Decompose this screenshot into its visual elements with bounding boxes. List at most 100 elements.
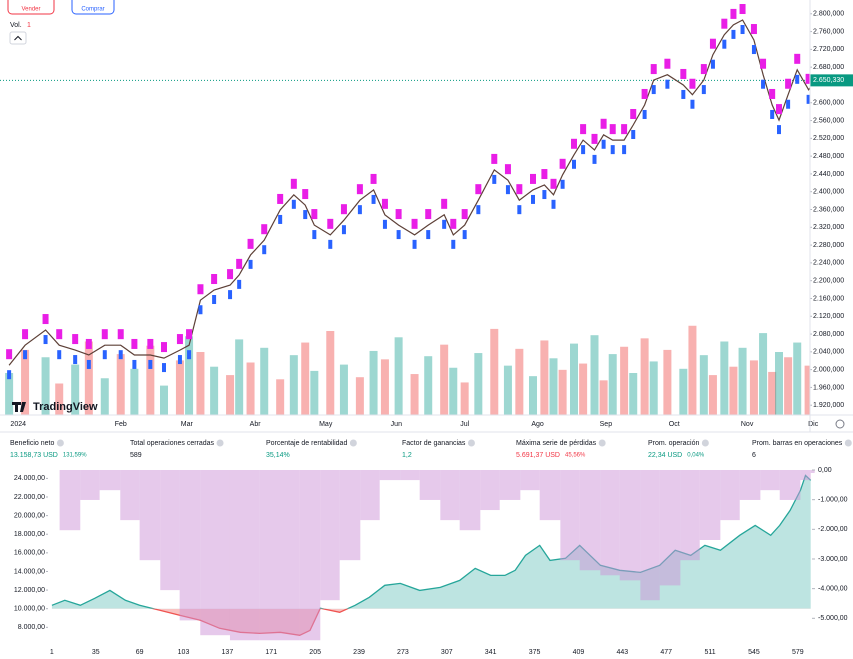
info-icon[interactable] — [598, 439, 606, 447]
buy-button-label[interactable]: Comprar — [81, 7, 104, 13]
x-tick-label: Mar — [181, 421, 194, 428]
stat-label: Total operaciones cerradas — [130, 440, 215, 447]
price-line — [8, 19, 810, 366]
sell-marker — [530, 173, 536, 184]
sell-marker — [559, 158, 566, 169]
last-price-label: 2.650,330 — [813, 77, 844, 84]
volume-bar — [768, 371, 777, 415]
buy-marker — [228, 290, 233, 300]
info-icon[interactable] — [349, 439, 357, 447]
volume-bar — [41, 357, 50, 415]
info-icon[interactable] — [216, 439, 224, 447]
stat-label: Beneficio neto — [10, 440, 54, 447]
y-tick-label: 2.800,000 — [813, 11, 844, 18]
sell-marker — [689, 78, 696, 89]
volume-bar — [608, 354, 617, 415]
volume-bar — [679, 368, 688, 415]
volume-bar — [540, 340, 549, 415]
volume-indicator-label: Vol. — [10, 22, 22, 29]
y-tick-label: 2.160,000 — [813, 295, 844, 302]
sell-marker — [186, 329, 193, 340]
buy-marker — [442, 219, 447, 229]
volume-indicator-value: 1 — [27, 22, 31, 29]
volume-bar — [640, 338, 649, 415]
y-tick-label: 2.320,000 — [813, 224, 844, 231]
sell-marker — [72, 334, 79, 345]
sell-marker — [641, 88, 648, 99]
buy-marker — [517, 205, 522, 215]
buy-marker — [451, 239, 456, 249]
y-tick-label: 2.080,000 — [813, 331, 844, 338]
drawdown-bar — [480, 470, 500, 511]
sell-marker — [311, 209, 318, 220]
info-icon[interactable] — [467, 439, 475, 447]
sell-marker — [197, 284, 204, 295]
buy-marker — [262, 245, 267, 255]
info-icon[interactable] — [56, 439, 64, 447]
volume-bar — [130, 368, 139, 415]
buy-marker — [622, 145, 627, 155]
volume-bar — [804, 365, 810, 415]
buy-marker — [462, 230, 467, 240]
stat-label: Prom. operación — [648, 440, 699, 447]
sell-button-label[interactable]: Vender — [21, 7, 40, 13]
volume-bar — [326, 331, 335, 415]
volume-bar — [21, 349, 30, 415]
y-tick-label: 2.400,000 — [813, 189, 844, 196]
volume-bar — [688, 325, 697, 415]
drawdown-bar — [339, 470, 361, 561]
sell-button[interactable] — [7, 0, 55, 15]
y-tick-label: 2.720,000 — [813, 46, 844, 53]
settings-icon[interactable] — [835, 419, 845, 429]
buy-marker — [542, 190, 547, 200]
drawdown-bar — [680, 470, 700, 561]
info-icon[interactable] — [701, 439, 709, 447]
y2-tick-label: -5.000,00 — [818, 615, 848, 622]
volume-bar — [759, 333, 768, 415]
buy-marker — [382, 219, 387, 229]
buy-marker — [701, 85, 706, 95]
drawdown-bar — [299, 470, 321, 641]
x-tick-label: 307 — [441, 649, 453, 656]
sell-marker — [516, 184, 523, 195]
volume-bar — [663, 349, 672, 415]
volume-bar — [160, 385, 168, 415]
volume-bar — [579, 363, 588, 415]
y2-tick-label: -2.000,00 — [818, 526, 848, 533]
volume-bar — [708, 375, 717, 415]
x-tick-label: 511 — [704, 649, 715, 656]
drawdown-bar — [539, 470, 561, 521]
buy-marker — [187, 350, 192, 360]
buy-marker — [572, 159, 576, 169]
buy-marker — [665, 79, 670, 89]
buy-marker — [560, 179, 565, 189]
x-tick-label: 341 — [485, 649, 497, 656]
buy-button[interactable] — [71, 0, 115, 15]
x-tick-label: Jul — [460, 421, 469, 428]
volume-bar — [549, 358, 558, 415]
drawdown-bar — [659, 470, 681, 586]
sell-marker — [630, 108, 637, 119]
sell-marker — [664, 58, 671, 69]
x-tick-label: 205 — [309, 649, 321, 656]
drawdown-bar — [440, 470, 460, 521]
buy-marker — [770, 109, 775, 119]
y-tick-label: 18.000,00 — [14, 531, 45, 538]
volume-bar — [738, 347, 747, 415]
sell-marker — [739, 4, 746, 15]
x-tick-label: Abr — [250, 421, 262, 428]
info-icon[interactable] — [844, 439, 852, 447]
buy-marker — [303, 210, 308, 220]
volume-bar — [185, 336, 194, 415]
volume-bar — [276, 379, 285, 415]
collapse-button[interactable] — [9, 31, 27, 45]
y-tick-label: 1.960,000 — [813, 384, 844, 391]
y-tick-label: 2.120,000 — [813, 313, 844, 320]
brand-name: TradingView — [33, 401, 98, 413]
stat-extra: 0,04% — [687, 453, 705, 459]
x-tick-label: Jun — [391, 421, 402, 428]
volume-bar — [649, 361, 658, 415]
x-tick-label: 477 — [660, 649, 672, 656]
sell-marker — [600, 118, 607, 129]
